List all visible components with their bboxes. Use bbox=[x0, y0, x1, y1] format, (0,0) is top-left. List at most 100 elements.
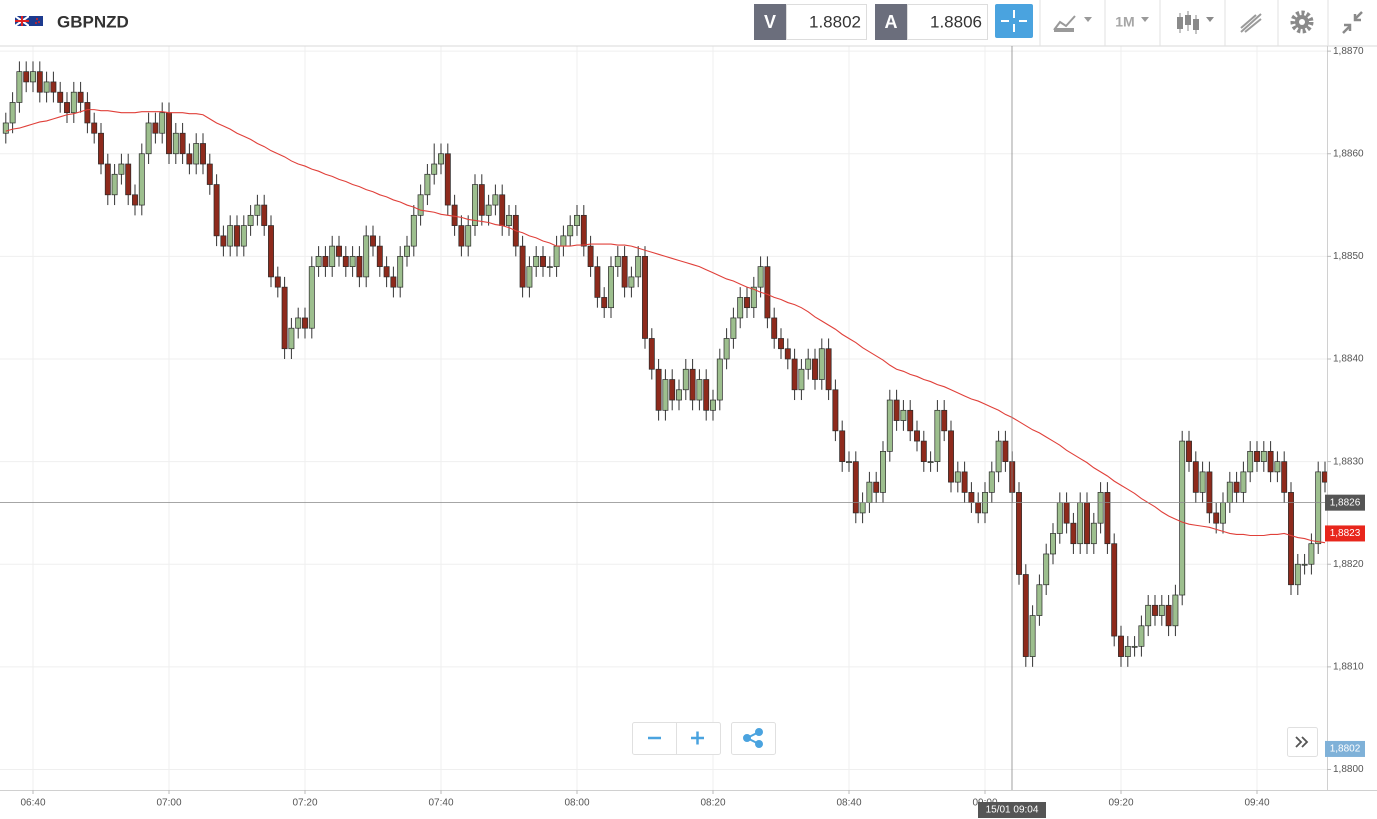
buy-price: 1.8806 bbox=[930, 12, 982, 31]
sell-button[interactable] bbox=[754, 4, 786, 40]
candle-body bbox=[635, 256, 642, 278]
price-marker bbox=[1325, 740, 1365, 757]
candle-body bbox=[84, 102, 91, 124]
buy-button[interactable] bbox=[875, 4, 907, 40]
candle-body bbox=[1206, 471, 1213, 514]
candle-body bbox=[567, 225, 574, 237]
candle-body bbox=[601, 297, 608, 309]
candle-body bbox=[682, 368, 689, 391]
candle-body bbox=[478, 184, 485, 216]
candle-body bbox=[213, 184, 220, 237]
candle-body bbox=[1172, 594, 1179, 627]
candle-body bbox=[336, 245, 342, 257]
candle-body bbox=[16, 71, 23, 103]
candle-body bbox=[220, 235, 227, 247]
candle-body bbox=[1029, 615, 1036, 657]
candle-body bbox=[648, 338, 655, 370]
candle-body bbox=[574, 214, 580, 226]
candle-body bbox=[1294, 563, 1301, 586]
candle-body bbox=[254, 204, 261, 216]
candle-body bbox=[104, 163, 111, 196]
candle-body bbox=[2, 122, 9, 134]
candle-body bbox=[288, 327, 295, 350]
candle-body bbox=[43, 81, 50, 93]
candle-body bbox=[1315, 471, 1322, 545]
candle-body bbox=[553, 245, 560, 267]
candle-body bbox=[1192, 461, 1199, 493]
share-button[interactable] bbox=[731, 722, 776, 755]
candle-body bbox=[703, 379, 710, 411]
candle-body bbox=[410, 214, 417, 247]
candle-body bbox=[1165, 604, 1172, 627]
candle-body bbox=[1288, 492, 1294, 586]
candle-body bbox=[1260, 451, 1267, 462]
zoom-in-button[interactable] bbox=[691, 731, 704, 745]
candle-body bbox=[485, 204, 492, 216]
draw-tool-button[interactable] bbox=[1240, 13, 1262, 33]
candle-body bbox=[954, 471, 961, 483]
x-tick-label: 07:20 bbox=[292, 798, 317, 809]
candle-body bbox=[669, 379, 676, 401]
candle-body bbox=[1084, 502, 1090, 545]
candle-body bbox=[914, 430, 920, 442]
x-tick-label: 06:40 bbox=[20, 798, 45, 809]
candle-body bbox=[268, 225, 274, 278]
settings-button[interactable] bbox=[1290, 10, 1314, 34]
sell-price: 1.8802 bbox=[809, 12, 861, 31]
candle-body bbox=[138, 153, 145, 206]
candle-body bbox=[608, 266, 614, 309]
candle-body bbox=[1077, 502, 1084, 545]
chart-type-button[interactable] bbox=[1053, 15, 1092, 32]
candle-body bbox=[1226, 481, 1233, 504]
candle-body bbox=[723, 338, 730, 360]
zoom-controls bbox=[632, 722, 1318, 757]
candle-body bbox=[179, 132, 186, 155]
candle-body bbox=[1240, 471, 1247, 493]
candle-body bbox=[1070, 522, 1077, 545]
timeframe: 1M bbox=[1115, 14, 1134, 30]
crosshair-button[interactable] bbox=[995, 4, 1033, 38]
candle-body bbox=[995, 440, 1002, 473]
candle-body bbox=[1247, 451, 1254, 473]
candle-body bbox=[64, 102, 70, 114]
candle-body bbox=[546, 266, 553, 268]
candle-body bbox=[1124, 645, 1131, 657]
candle-body bbox=[1056, 502, 1063, 534]
candle-body bbox=[655, 368, 662, 411]
overlay: 1,8800 1,8810 1,8820 1,8830 1,8840 1,8850 1,88… bbox=[20, 46, 1365, 809]
buy-price-box[interactable] bbox=[907, 4, 988, 40]
candle-body bbox=[886, 399, 893, 452]
candle-body bbox=[757, 266, 764, 288]
candle-body bbox=[696, 379, 703, 401]
timeframe-button[interactable]: 1M bbox=[1115, 14, 1149, 30]
candle-body bbox=[193, 143, 200, 165]
candle-style-button[interactable] bbox=[1177, 11, 1214, 34]
candle-body bbox=[172, 132, 179, 155]
candle-body bbox=[560, 235, 567, 247]
candle-body bbox=[750, 286, 757, 309]
candle-body bbox=[737, 297, 744, 319]
sell-price-box[interactable] bbox=[786, 4, 867, 40]
candle-body bbox=[859, 502, 866, 514]
candle-body bbox=[132, 194, 138, 206]
x-tick-label: 09:40 bbox=[1244, 798, 1269, 809]
candle-body bbox=[166, 112, 172, 155]
candle-body bbox=[1220, 502, 1226, 524]
crosshair-time-box bbox=[978, 802, 1046, 818]
crosshair-icon bbox=[1001, 10, 1027, 32]
scroll-right-button[interactable] bbox=[1287, 727, 1318, 757]
candle-body bbox=[784, 348, 791, 360]
candle-body bbox=[988, 471, 995, 493]
candle-body bbox=[519, 245, 526, 288]
candle-body bbox=[818, 348, 825, 380]
collapse-button[interactable] bbox=[1342, 11, 1363, 34]
candle-body bbox=[961, 471, 968, 493]
candle-body bbox=[1179, 440, 1186, 596]
candle-body bbox=[594, 266, 601, 298]
candle-body bbox=[240, 225, 247, 247]
candle-body bbox=[744, 297, 750, 309]
candle-body bbox=[70, 91, 77, 114]
candle-body bbox=[36, 71, 43, 93]
y-tick-label: 1,8830 bbox=[1333, 456, 1364, 467]
candle-body bbox=[308, 266, 315, 329]
